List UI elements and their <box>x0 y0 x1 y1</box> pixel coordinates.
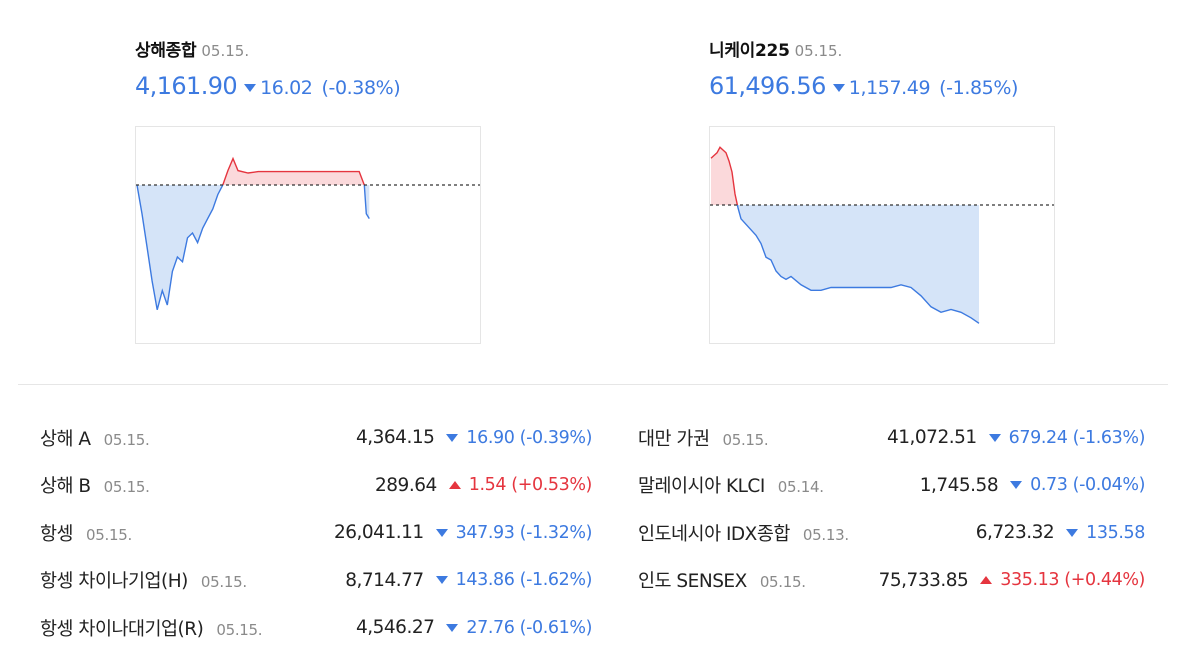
row-value: 289.64 <box>375 474 437 496</box>
index-row[interactable]: 항셍 차이나기업(H) 05.15. 8,714.77 143.86 (-1.62%) <box>40 557 592 605</box>
series-line-down <box>736 205 980 324</box>
row-name[interactable]: 상해 A <box>40 428 91 450</box>
down-arrow-icon <box>1010 481 1023 490</box>
index-list-left: 상해 A 05.15. 4,364.15 16.90 (-0.39%) 상해 B 05.1… <box>40 414 592 652</box>
row-date: 05.15. <box>216 620 263 639</box>
series-line-down <box>136 185 370 310</box>
row-change: 347.93 (-1.32%) <box>455 522 593 543</box>
row-value: 8,714.77 <box>345 569 424 591</box>
down-arrow-icon <box>446 433 459 442</box>
index-row[interactable]: 항셍 차이나대기업(R) 05.15. 4,546.27 27.76 (-0.61%) <box>40 604 592 652</box>
row-value: 4,364.15 <box>355 427 435 449</box>
row-date: 05.14. <box>777 478 824 497</box>
row-values: 6,723.32 135.58 <box>975 522 1146 544</box>
row-value: 1,745.58 <box>919 474 999 496</box>
index-price: 4,161.90 <box>135 72 238 100</box>
row-date: 05.15. <box>722 430 769 449</box>
row-change: 335.13 (+0.44%) <box>1000 570 1145 591</box>
down-arrow-icon <box>244 83 257 92</box>
row-change: 27.76 (-0.61%) <box>466 617 592 638</box>
index-row[interactable]: 인도 SENSEX 05.15. 75,733.85 335.13 (+0.44%) <box>638 557 1145 605</box>
index-row[interactable]: 인도네시아 IDX종합 05.13. 6,723.32 135.58 <box>638 509 1145 557</box>
index-row[interactable]: 상해 A 05.15. 4,364.15 16.90 (-0.39%) <box>40 414 592 462</box>
index-date: 05.15. <box>201 42 250 60</box>
index-row[interactable]: 말레이시아 KLCI 05.14. 1,745.58 0.73 (-0.04%) <box>638 462 1145 510</box>
row-name[interactable]: 인도 SENSEX <box>638 571 747 593</box>
card-title: 상해종합 05.15. <box>135 36 249 61</box>
card-values: 61,496.56 1,157.49 (-1.85%) <box>709 72 1018 100</box>
row-name[interactable]: 말레이시아 KLCI <box>638 476 765 498</box>
row-date: 05.15. <box>103 478 150 497</box>
row-change: 679.24 (-1.63%) <box>1008 427 1146 448</box>
row-change: 0.73 (-0.04%) <box>1030 475 1145 496</box>
row-name[interactable]: 대만 가권 <box>638 428 710 450</box>
row-date: 05.13. <box>802 525 849 544</box>
index-list-right: 대만 가권 05.15. 41,072.51 679.24 (-1.63%) 말레이시아… <box>638 414 1145 604</box>
row-values: 289.64 1.54 (+0.53%) <box>375 475 592 496</box>
index-row[interactable]: 항셍 05.15. 26,041.11 347.93 (-1.32%) <box>40 509 592 557</box>
row-date: 05.15. <box>103 430 150 449</box>
row-date: 05.15. <box>759 573 806 592</box>
row-change: 143.86 (-1.62%) <box>455 570 593 591</box>
index-date: 05.15. <box>794 42 843 60</box>
row-value: 75,733.85 <box>878 569 969 591</box>
row-name[interactable]: 상해 B <box>40 476 91 498</box>
row-value: 4,546.27 <box>355 617 435 639</box>
row-values: 41,072.51 679.24 (-1.63%) <box>887 427 1145 448</box>
area-above-baseline <box>137 158 370 185</box>
down-arrow-icon <box>1066 528 1079 537</box>
row-values: 75,733.85 335.13 (+0.44%) <box>878 569 1146 591</box>
row-change: 135.58 <box>1086 522 1145 543</box>
index-price: 61,496.56 <box>709 72 826 100</box>
intraday-chart[interactable] <box>709 126 1055 344</box>
row-values: 4,546.27 27.76 (-0.61%) <box>356 617 592 638</box>
index-name[interactable]: 상해종합 <box>135 41 197 61</box>
area-below-baseline <box>137 185 370 310</box>
down-arrow-icon <box>435 528 448 537</box>
row-name[interactable]: 항셍 차이나기업(H) <box>40 571 188 593</box>
section-divider <box>18 384 1168 385</box>
chart-svg <box>710 146 1054 324</box>
row-values: 4,364.15 16.90 (-0.39%) <box>356 427 592 448</box>
row-value: 26,041.11 <box>333 522 424 544</box>
row-values: 1,745.58 0.73 (-0.04%) <box>919 474 1146 496</box>
series-line-up <box>710 146 739 205</box>
row-value: 6,723.32 <box>975 522 1055 544</box>
row-change: 16.90 (-0.39%) <box>466 427 592 448</box>
row-values: 8,714.77 143.86 (-1.62%) <box>345 570 592 591</box>
row-values: 26,041.11 347.93 (-1.32%) <box>334 522 592 543</box>
index-change: 16.02 <box>260 77 313 99</box>
index-name[interactable]: 니케이225 <box>709 41 790 61</box>
row-value: 41,072.51 <box>886 427 977 449</box>
row-name[interactable]: 항셍 <box>40 523 74 545</box>
row-date: 05.15. <box>86 525 132 544</box>
down-arrow-icon <box>435 576 448 585</box>
index-row[interactable]: 상해 B 05.15. 289.64 1.54 (+0.53%) <box>40 462 592 510</box>
row-date: 05.15. <box>200 573 247 592</box>
series-line-up <box>137 156 366 185</box>
up-arrow-icon <box>448 481 461 490</box>
card-values: 4,161.90 16.02 (-0.38%) <box>135 72 401 100</box>
down-arrow-icon <box>832 83 845 92</box>
down-arrow-icon <box>988 433 1001 442</box>
card-title: 니케이225 05.15. <box>709 36 842 61</box>
area-below-baseline <box>711 205 979 324</box>
index-row[interactable]: 대만 가권 05.15. 41,072.51 679.24 (-1.63%) <box>638 414 1145 462</box>
row-change: 1.54 (+0.53%) <box>468 475 593 496</box>
intraday-chart[interactable] <box>135 126 481 344</box>
row-name[interactable]: 항셍 차이나대기업(R) <box>40 618 204 640</box>
down-arrow-icon <box>446 623 459 632</box>
chart-svg <box>136 156 480 310</box>
index-percent: (-1.85%) <box>939 77 1019 99</box>
up-arrow-icon <box>980 576 993 585</box>
index-percent: (-0.38%) <box>321 77 401 99</box>
index-change: 1,157.49 <box>848 77 931 99</box>
row-name[interactable]: 인도네시아 IDX종합 <box>638 523 790 545</box>
